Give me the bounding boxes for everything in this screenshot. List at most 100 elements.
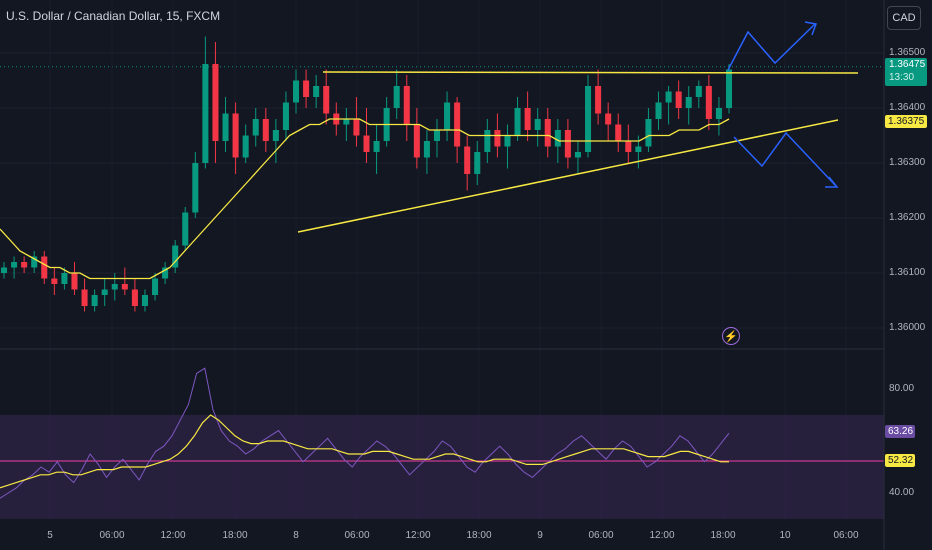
candle-body bbox=[655, 102, 662, 119]
currency-button[interactable]: CAD bbox=[887, 6, 921, 30]
time-axis-label: 12:00 bbox=[405, 530, 431, 541]
candle-body bbox=[574, 152, 581, 158]
last-price-tag: 1.36475 13:30 bbox=[885, 58, 927, 86]
candle-body bbox=[182, 212, 189, 246]
candle-body bbox=[152, 278, 159, 295]
time-axis-label: 9 bbox=[537, 530, 543, 541]
candle-body bbox=[353, 119, 360, 136]
time-axis-label: 12:00 bbox=[649, 530, 675, 541]
candle-body bbox=[91, 295, 98, 306]
candle-body bbox=[393, 86, 400, 108]
bullish-projection-arrow bbox=[727, 23, 816, 71]
rsi-axis-label: 40.00 bbox=[889, 487, 915, 498]
time-axis-label: 5 bbox=[47, 530, 53, 541]
candle-body bbox=[71, 273, 78, 290]
candle-body bbox=[705, 86, 712, 119]
candle-body bbox=[433, 130, 441, 141]
candle-body bbox=[725, 69, 733, 108]
moving-average-line bbox=[0, 118, 730, 280]
candle-body bbox=[0, 267, 8, 273]
candle-body bbox=[323, 86, 330, 114]
candle-body bbox=[454, 102, 461, 147]
candle-body bbox=[585, 86, 592, 152]
candlestick-series bbox=[0, 36, 733, 312]
time-axis-label: 18:00 bbox=[710, 530, 736, 541]
trendline-drawings bbox=[297, 71, 859, 233]
time-axis-label: 06:00 bbox=[588, 530, 614, 541]
bullish-arrow-head bbox=[804, 21, 818, 36]
candle-body bbox=[232, 113, 239, 158]
time-axis-label: 06:00 bbox=[99, 530, 125, 541]
candle-body bbox=[595, 86, 602, 114]
price-axis-label: 1.36100 bbox=[889, 267, 926, 278]
candle-body bbox=[262, 119, 269, 141]
candle-body bbox=[303, 80, 310, 97]
time-axis-label: 18:00 bbox=[466, 530, 492, 541]
alert-flash-icon[interactable]: ⚡ bbox=[722, 327, 740, 345]
time-axis-label: 06:00 bbox=[833, 530, 859, 541]
rsi-ma-line bbox=[0, 414, 729, 489]
candle-body bbox=[111, 284, 118, 290]
rsi-ma-value-tag: 52.32 bbox=[885, 454, 915, 467]
candle-body bbox=[343, 119, 350, 125]
rsi-band bbox=[0, 415, 884, 519]
moving-average-tag: 1.36375 bbox=[885, 115, 927, 128]
candle-body bbox=[615, 124, 622, 141]
candle-body bbox=[363, 135, 370, 152]
price-axis-label: 1.36300 bbox=[889, 157, 926, 168]
price-axis-label: 1.36500 bbox=[889, 47, 926, 58]
candle-body bbox=[282, 102, 289, 130]
candle-body bbox=[554, 130, 561, 147]
candle-body bbox=[635, 146, 642, 152]
candle-body bbox=[695, 86, 702, 97]
time-axis-label: 18:00 bbox=[222, 530, 248, 541]
candle-body bbox=[524, 108, 531, 130]
candle-body bbox=[192, 163, 199, 213]
candle-body bbox=[675, 91, 682, 108]
candle-body bbox=[444, 102, 451, 130]
candle-body bbox=[564, 130, 571, 158]
candle-body bbox=[514, 108, 521, 136]
candle-body bbox=[101, 289, 108, 295]
candle-body bbox=[41, 256, 48, 279]
candle-body bbox=[252, 119, 259, 136]
candle-body bbox=[11, 262, 18, 268]
time-axis-label: 12:00 bbox=[160, 530, 186, 541]
candle-body bbox=[474, 152, 481, 174]
candle-body bbox=[212, 64, 219, 141]
projection-arrows bbox=[727, 21, 839, 188]
support-trendline bbox=[297, 119, 839, 233]
candle-body bbox=[313, 86, 320, 97]
candle-body bbox=[51, 278, 58, 284]
candle-body bbox=[544, 119, 551, 147]
candle-body bbox=[222, 113, 229, 141]
price-axis-label: 1.36000 bbox=[889, 322, 926, 333]
resistance-trendline bbox=[322, 71, 859, 74]
candle-body bbox=[645, 119, 652, 147]
candle-body bbox=[605, 113, 612, 125]
candle-body bbox=[292, 80, 300, 103]
candle-body bbox=[715, 108, 722, 119]
candle-body bbox=[31, 256, 38, 268]
rsi-lines bbox=[0, 367, 730, 499]
chart-title: U.S. Dollar / Canadian Dollar, 15, FXCM bbox=[6, 9, 221, 23]
time-axis-label: 10 bbox=[779, 530, 791, 541]
moving-average-path bbox=[0, 118, 730, 280]
candle-body bbox=[131, 289, 138, 306]
candle-body bbox=[534, 119, 541, 130]
candle-body bbox=[504, 135, 511, 147]
candle-body bbox=[21, 262, 28, 268]
bearish-arrow-head bbox=[825, 176, 839, 188]
candle-body bbox=[464, 146, 471, 174]
candle-body bbox=[172, 245, 179, 268]
candle-body bbox=[141, 295, 148, 306]
rsi-line bbox=[0, 367, 730, 499]
time-axis-label: 06:00 bbox=[344, 530, 370, 541]
candle-body bbox=[665, 91, 672, 103]
candle-body bbox=[494, 130, 501, 147]
candle-body bbox=[202, 64, 209, 163]
price-axis-label: 1.36200 bbox=[889, 212, 926, 223]
price-axis-label: 1.36400 bbox=[889, 102, 926, 113]
candle-body bbox=[413, 124, 420, 158]
